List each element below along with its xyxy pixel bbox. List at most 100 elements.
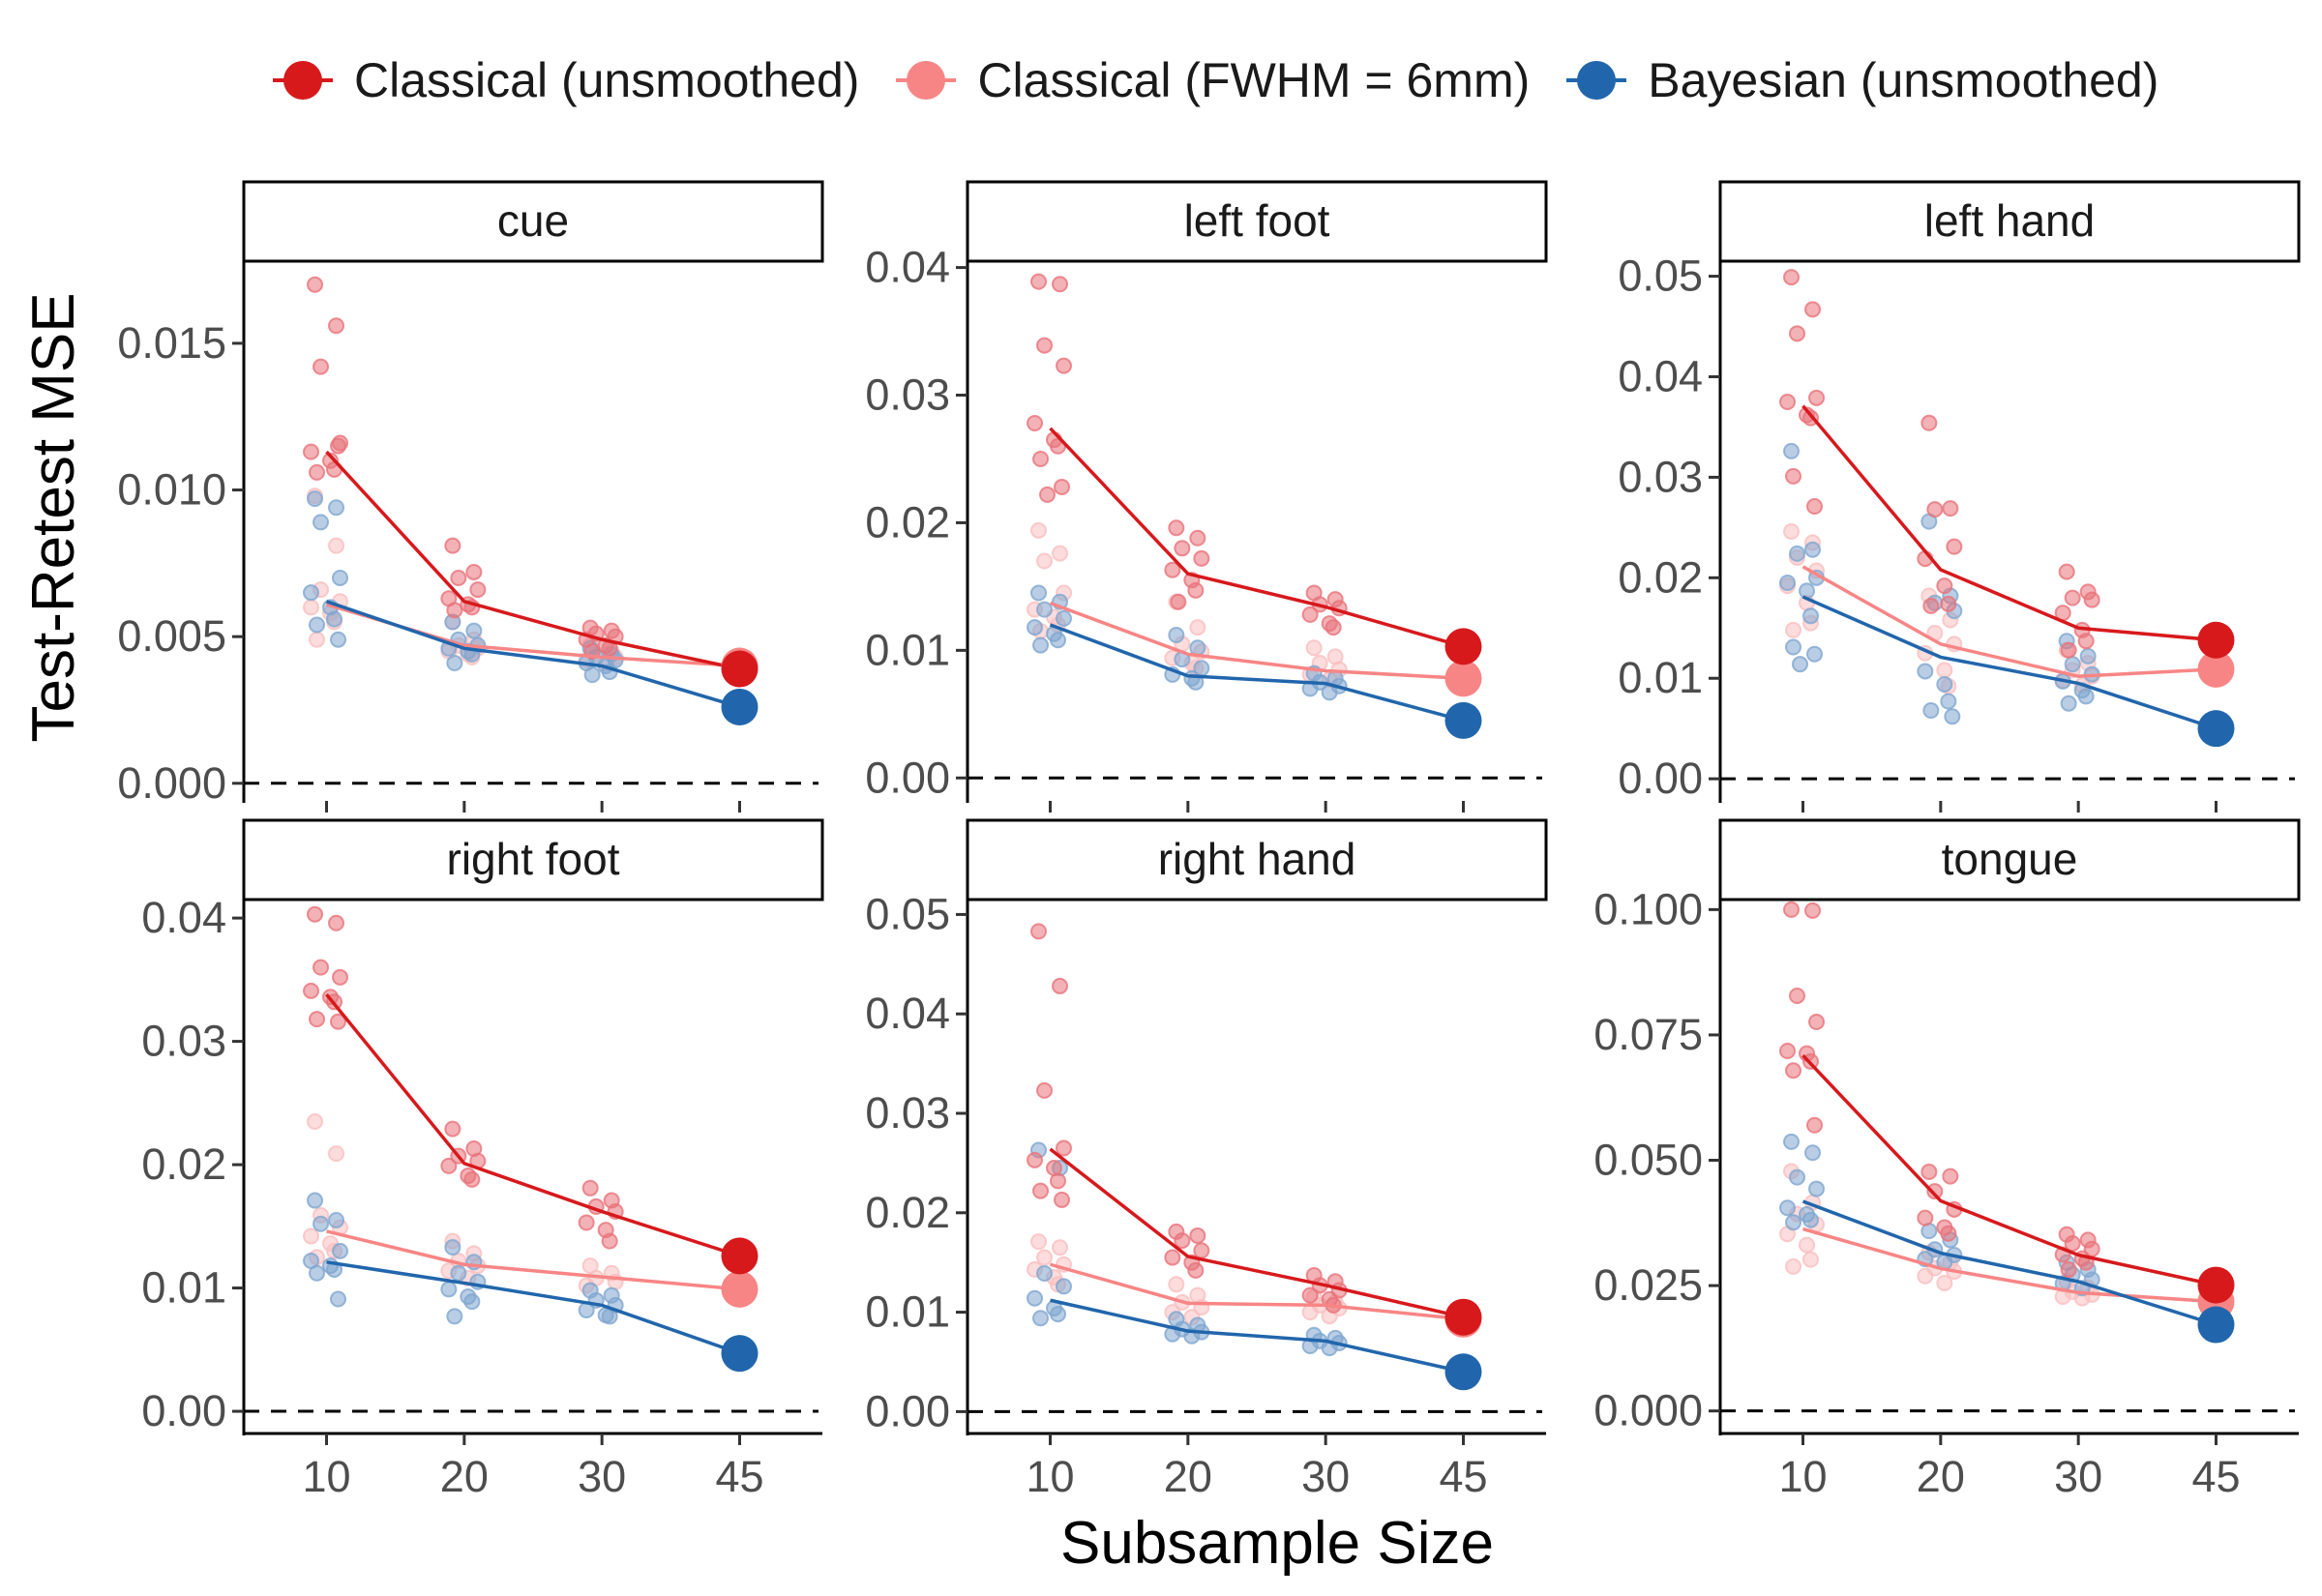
subsample-point-classical-unsmoothed xyxy=(309,1011,326,1028)
x-tick-label: 20 xyxy=(1164,1452,1212,1501)
x-tick-label: 20 xyxy=(1917,1452,1965,1501)
y-tick-label: 0.03 xyxy=(865,1088,950,1138)
facet-title: cue xyxy=(497,195,569,246)
subsample-point-classical-fwhm-6mm xyxy=(1785,1257,1802,1275)
y-tick-label: 0.02 xyxy=(1618,552,1703,602)
subsample-point-classical-unsmoothed xyxy=(444,1120,461,1138)
subsample-point-classical-unsmoothed xyxy=(1785,1062,1802,1079)
y-tick-label: 0.04 xyxy=(865,243,950,292)
subsample-point-classical-unsmoothed xyxy=(1942,1167,1959,1185)
y-tick-label: 0.01 xyxy=(1618,653,1703,702)
subsample-point-classical-fwhm-6mm xyxy=(1036,1249,1054,1266)
subsample-point-classical-unsmoothed xyxy=(1940,1225,1957,1242)
subsample-point-bayesian-unsmoothed xyxy=(1027,619,1044,636)
panel-right-foot: right foot 0.00 0.01 0.02 0.03 0.04 10 20 30 45 xyxy=(141,818,824,1501)
subsample-point-bayesian-unsmoothed xyxy=(1944,708,1961,725)
facet-title: right hand xyxy=(1158,834,1356,884)
legend-item-classical-fwhm: Classical (FWHM = 6mm) xyxy=(892,46,1530,114)
subsample-point-classical-unsmoothed xyxy=(1789,988,1806,1005)
subsample-point-classical-unsmoothed xyxy=(1926,1183,1944,1200)
panel-tongue: tongue 0.000 0.025 0.050 0.075 0.100 10 20 30 45 xyxy=(1593,818,2301,1501)
full-sample-point-classical-unsmoothed xyxy=(2197,1266,2235,1304)
facet-title: right foot xyxy=(447,834,620,884)
subsample-point-classical-fwhm-6mm xyxy=(1802,1251,1820,1268)
subsample-point-bayesian-unsmoothed xyxy=(1032,636,1050,654)
subsample-point-bayesian-unsmoothed xyxy=(330,631,347,648)
panel-left-foot: left foot 0.00 0.01 0.02 0.03 0.04 xyxy=(865,180,1548,813)
subsample-point-classical-unsmoothed xyxy=(1174,540,1191,557)
subsample-point-bayesian-unsmoothed xyxy=(465,622,483,639)
subsample-point-classical-unsmoothed xyxy=(330,1013,347,1030)
subsample-point-classical-unsmoothed xyxy=(1789,325,1806,342)
x-tick-label: 45 xyxy=(1439,1452,1487,1501)
subsample-point-classical-fwhm-6mm xyxy=(1052,545,1069,562)
series-line-classical-fwhm-6mm xyxy=(1802,1227,2217,1304)
subsample-point-classical-fwhm-6mm xyxy=(328,1145,345,1163)
y-tick-label: 0.010 xyxy=(117,465,226,515)
subsample-point-classical-unsmoothed xyxy=(1036,337,1054,354)
panel-right-hand: right hand 0.00 0.01 0.02 0.03 0.04 0.05 10 20 30… xyxy=(865,818,1548,1501)
subsample-point-classical-fwhm-6mm xyxy=(1189,619,1206,636)
subsample-point-classical-unsmoothed xyxy=(1804,901,1822,919)
subsample-point-classical-fwhm-6mm xyxy=(1917,1267,1934,1285)
series-line-classical-unsmoothed xyxy=(325,450,740,671)
subsample-point-bayesian-unsmoothed xyxy=(440,1281,458,1298)
subsample-point-classical-unsmoothed xyxy=(328,317,345,335)
series-line-classical-unsmoothed xyxy=(1801,1053,2217,1287)
subsample-point-classical-unsmoothed xyxy=(450,570,467,587)
full-sample-point-classical-fwhm-6mm xyxy=(721,1270,759,1308)
subsample-point-classical-fwhm-6mm xyxy=(328,537,345,554)
subsample-point-classical-fwhm-6mm xyxy=(303,1227,320,1245)
y-tick-label: 0.015 xyxy=(117,318,226,368)
subsample-point-bayesian-unsmoothed xyxy=(332,1242,349,1259)
subsample-point-classical-unsmoothed xyxy=(1168,519,1185,537)
subsample-point-classical-unsmoothed xyxy=(1783,269,1801,286)
y-tick-label: 0.050 xyxy=(1593,1136,1703,1185)
subsample-point-classical-unsmoothed xyxy=(2060,641,2077,659)
subsample-point-classical-unsmoothed xyxy=(1301,606,1319,623)
series-line-classical-fwhm-6mm xyxy=(1049,601,1464,681)
subsample-point-classical-fwhm-6mm xyxy=(1783,523,1801,541)
subsample-point-bayesian-unsmoothed xyxy=(1804,1144,1822,1162)
full-sample-point-bayesian-unsmoothed xyxy=(1444,1353,1482,1391)
subsample-point-classical-unsmoothed xyxy=(1806,1116,1824,1134)
y-tick-label: 0.00 xyxy=(865,1386,950,1435)
subsample-point-bayesian-unsmoothed xyxy=(1056,609,1073,627)
subsample-point-bayesian-unsmoothed xyxy=(307,1192,324,1209)
subsample-point-bayesian-unsmoothed xyxy=(2079,647,2097,665)
subsample-point-classical-unsmoothed xyxy=(1170,593,1187,610)
full-sample-point-classical-fwhm-6mm xyxy=(1444,660,1482,697)
subsample-point-classical-unsmoothed xyxy=(2077,633,2095,650)
subsample-point-bayesian-unsmoothed xyxy=(1917,663,1934,680)
facet-strip xyxy=(1718,818,2301,901)
full-sample-point-bayesian-unsmoothed xyxy=(1444,701,1482,739)
full-sample-point-classical-unsmoothed xyxy=(2197,621,2235,659)
subsample-point-classical-unsmoothed xyxy=(1189,529,1206,547)
subsample-point-bayesian-unsmoothed xyxy=(313,1215,330,1232)
subsample-point-bayesian-unsmoothed xyxy=(1789,1168,1806,1186)
subsample-point-bayesian-unsmoothed xyxy=(446,1308,463,1325)
x-tick-label: 10 xyxy=(1778,1452,1827,1501)
subsample-point-classical-unsmoothed xyxy=(1922,597,1940,614)
y-tick-label: 0.01 xyxy=(865,1287,950,1337)
facet-strip xyxy=(242,818,824,901)
subsample-point-classical-unsmoothed xyxy=(469,581,487,599)
series-line-bayesian-unsmoothed xyxy=(1050,1298,1464,1374)
subsample-point-classical-unsmoothed xyxy=(1193,1242,1210,1259)
y-tick-label: 0.04 xyxy=(1618,351,1703,400)
subsample-point-bayesian-unsmoothed xyxy=(2060,695,2077,712)
facet-strip xyxy=(1718,180,2301,263)
facet-strip xyxy=(966,180,1548,263)
subsample-point-bayesian-unsmoothed xyxy=(328,1211,345,1228)
subsample-point-classical-unsmoothed xyxy=(1027,1151,1044,1168)
series-line-bayesian-unsmoothed xyxy=(1801,595,2218,730)
subsample-point-classical-unsmoothed xyxy=(1187,1261,1205,1279)
subsample-point-bayesian-unsmoothed xyxy=(1050,1306,1067,1323)
subsample-point-classical-fwhm-6mm xyxy=(1785,621,1802,638)
subsample-point-bayesian-unsmoothed xyxy=(332,570,349,587)
subsample-point-bayesian-unsmoothed xyxy=(1027,1289,1044,1307)
x-tick-label: 30 xyxy=(1301,1452,1350,1501)
facet-title: left foot xyxy=(1184,195,1330,246)
y-tick-label: 0.02 xyxy=(141,1139,226,1189)
subsample-point-bayesian-unsmoothed xyxy=(1785,1214,1802,1231)
